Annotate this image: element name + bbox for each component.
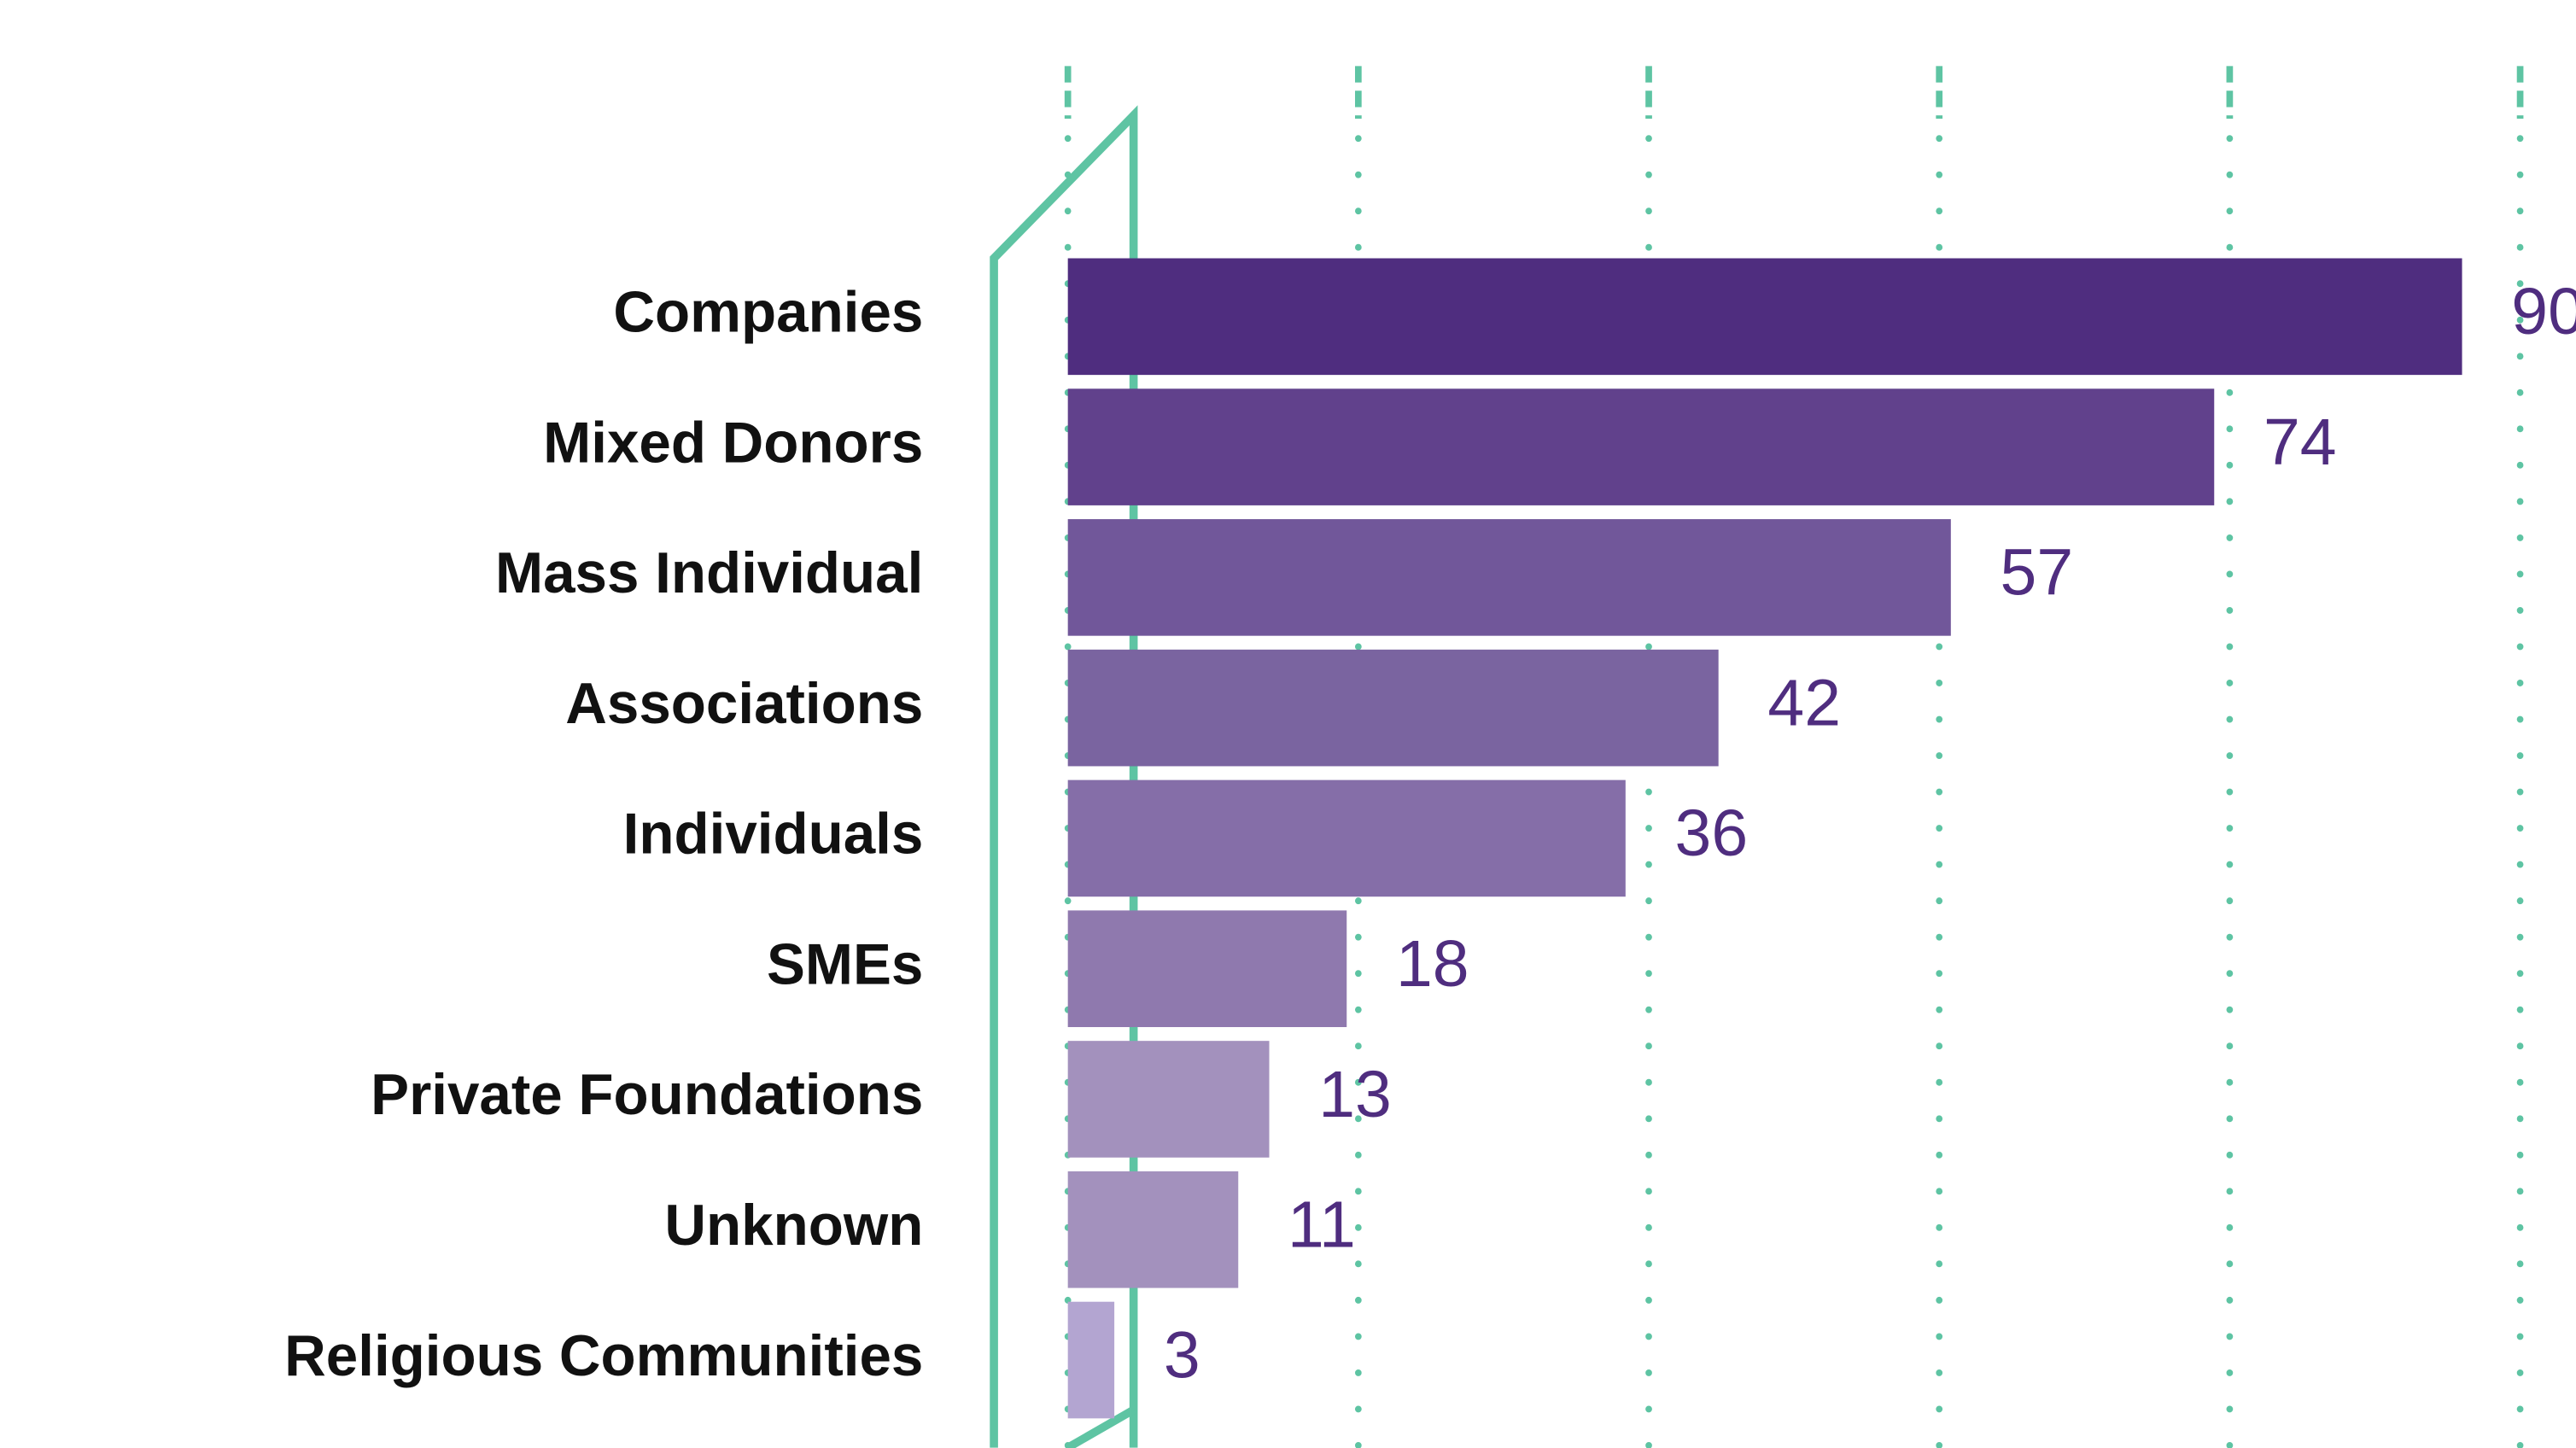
value-label: 3 <box>1164 1318 1200 1392</box>
value-label: 13 <box>1318 1058 1392 1131</box>
value-label: 42 <box>1767 666 1841 739</box>
category-label: Private Foundations <box>371 1063 923 1127</box>
value-label: 57 <box>2001 536 2074 610</box>
bar <box>1067 258 2462 376</box>
bar <box>1067 1301 1115 1419</box>
category-label: Associations <box>565 672 923 736</box>
bar <box>1067 519 1951 636</box>
bar <box>1067 1171 1239 1288</box>
category-label: Religious Communities <box>284 1324 923 1388</box>
bar <box>1067 649 1719 767</box>
value-label: 18 <box>1396 927 1469 1001</box>
bar <box>1067 910 1347 1027</box>
category-label: Mass Individual <box>495 541 923 605</box>
value-label: 11 <box>1288 1188 1356 1262</box>
value-label: 74 <box>2263 406 2337 479</box>
bar <box>1067 388 2215 505</box>
value-label: 36 <box>1675 797 1749 870</box>
bar <box>1067 779 1626 897</box>
bar <box>1067 1041 1270 1158</box>
value-label: 90 <box>2511 275 2576 348</box>
category-label: Individuals <box>623 803 924 867</box>
axis-break-edge <box>1066 1406 1136 1448</box>
bars: Companies 90 Mixed Donors 74 Mass Individual… <box>284 258 2576 1419</box>
category-label: Unknown <box>664 1194 923 1258</box>
category-label: SMEs <box>767 932 923 996</box>
category-label: Mixed Donors <box>543 411 923 475</box>
category-label: Companies <box>613 281 923 345</box>
